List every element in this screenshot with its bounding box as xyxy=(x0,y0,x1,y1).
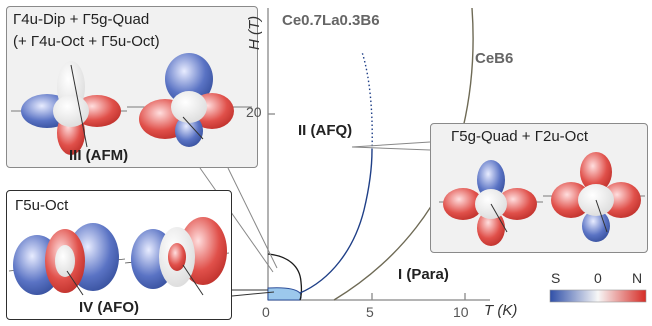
afo-phase-region xyxy=(267,287,302,301)
colorbar-label-s: S xyxy=(551,270,561,286)
material-label-ceb6: CeB6 xyxy=(475,50,514,67)
afq-panel: Γ5g-Quad + Γ2u-Oct xyxy=(430,123,648,253)
afm-charge-density-illustrations xyxy=(11,53,252,155)
afq-panel-title: Γ5g-Quad + Γ2u-Oct xyxy=(451,128,589,145)
afq-phase-boundary-extrapolated xyxy=(361,51,373,151)
x-tick-label-0: 0 xyxy=(262,304,270,320)
y-tick-label-20: 20 xyxy=(246,104,262,120)
phase-label-afq: II (AFQ) xyxy=(298,122,353,139)
x-tick-label-5: 5 xyxy=(366,304,374,320)
afq-callout-line xyxy=(351,141,431,148)
x-axis-label: T (K) xyxy=(484,302,518,319)
colorbar-gradient xyxy=(549,289,647,303)
afm-panel-title-line2: (+ Γ4u-Oct + Γ5u-Oct) xyxy=(13,33,160,50)
colorbar-label-zero: 0 xyxy=(594,270,602,286)
afq-callout-line-2 xyxy=(351,146,431,151)
afo-orbital-right xyxy=(124,217,230,296)
afo-orbital-left xyxy=(8,223,126,296)
afo-callout-line xyxy=(231,291,275,297)
afo-panel-title: Γ5u-Oct xyxy=(15,197,69,214)
afm-phase-boundary xyxy=(267,253,303,301)
material-label-ce07la03b6: Ce0.7La0.3B6 xyxy=(282,12,380,29)
afm-orbital-left xyxy=(11,61,127,155)
afq-orbital-right xyxy=(543,152,645,242)
afm-panel: Γ4u-Dip + Γ5g-Quad (+ Γ4u-Oct + Γ5u-Oct)… xyxy=(6,6,258,168)
afm-callout-line-2 xyxy=(227,167,278,269)
afo-charge-density-illustrations xyxy=(8,217,230,296)
afq-charge-density-illustrations xyxy=(439,152,645,246)
afm-orbital-right xyxy=(127,53,252,147)
x-tick-label-10: 10 xyxy=(453,304,469,320)
colorbar-label-n: N xyxy=(632,270,643,286)
y-axis-label: H (T) xyxy=(246,15,263,50)
afo-panel: Γ5u-Oct IV (AFO) xyxy=(6,190,232,320)
afm-panel-title-line1: Γ4u-Dip + Γ5g-Quad xyxy=(13,11,150,28)
afq-orbital-left xyxy=(439,160,543,246)
afq-phase-boundary xyxy=(299,149,373,294)
afm-phase-label: III (AFM) xyxy=(69,147,129,164)
afm-callout-line xyxy=(199,167,274,273)
phase-label-para: I (Para) xyxy=(398,266,449,283)
afo-phase-label: IV (AFO) xyxy=(79,299,139,316)
